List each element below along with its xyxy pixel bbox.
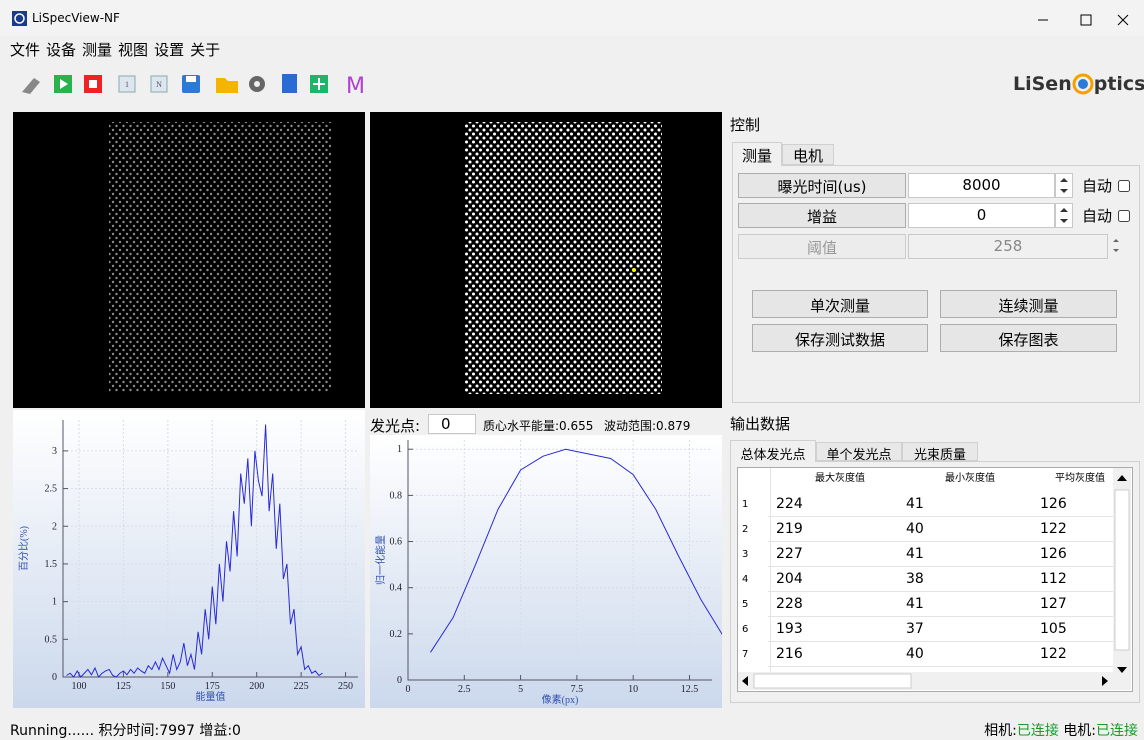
- camera-image: [13, 112, 365, 408]
- save-chart-button[interactable]: 保存图表: [940, 324, 1117, 352]
- output-title: 输出数据: [730, 413, 790, 434]
- x-tick-label: 125: [116, 681, 131, 692]
- energy-histogram: 0 0.5 1 1.5 2 2.5 3 100 125 150 175 200 225 250 能量值 百分比…: [13, 410, 365, 708]
- logo: LiSen ptics: [1013, 73, 1144, 95]
- y-tick-label: 0: [52, 672, 57, 683]
- status-right: 相机:已连接 电机:已连接: [984, 720, 1138, 740]
- menu-bar: 文件设备测量视图设置关于: [10, 39, 220, 60]
- x-tick-label: 7.5: [571, 684, 584, 695]
- camera-status: 已连接: [1017, 723, 1059, 739]
- threshold-button: 阈值: [738, 234, 906, 259]
- motor-status: 已连接: [1096, 723, 1138, 739]
- tab[interactable]: 测量: [732, 142, 782, 166]
- multi-icon[interactable]: N: [156, 80, 162, 89]
- logo-text: LiSen: [1013, 73, 1072, 95]
- y-tick-label: 1: [52, 597, 57, 608]
- y-tick-label: 2: [52, 521, 57, 532]
- window-title: LiSpecView-NF: [32, 11, 120, 25]
- open-icon[interactable]: [216, 78, 238, 93]
- status-left: Running...... 积分时间:7997 增益:0: [10, 720, 241, 740]
- logo-o: [1072, 73, 1094, 95]
- spot-label: 发光点:: [370, 415, 420, 436]
- save-data-button[interactable]: 保存测试数据: [752, 324, 928, 352]
- gain-input[interactable]: 0: [908, 203, 1055, 228]
- app-icon: [12, 11, 27, 26]
- y-tick-label: 0.4: [390, 583, 403, 594]
- single-measure-button[interactable]: 单次测量: [752, 290, 928, 318]
- x-tick-label: 225: [294, 681, 309, 692]
- menu-item[interactable]: 设置: [154, 39, 184, 60]
- m-icon[interactable]: M: [346, 74, 365, 99]
- tab[interactable]: 单个发光点: [816, 442, 902, 461]
- x-tick-label: 100: [71, 681, 86, 692]
- gain-button[interactable]: 增益: [738, 203, 906, 228]
- app-window: LiSpecView-NF 文件设备测量视图设置关于 1 N M LiSen p…: [0, 0, 1144, 736]
- x-tick-label: 175: [205, 681, 220, 692]
- scrollbars[interactable]: [738, 468, 1131, 690]
- single-icon[interactable]: 1: [125, 80, 129, 89]
- connect-icon[interactable]: [22, 78, 40, 94]
- y-tick-label: 3: [52, 446, 57, 457]
- x-tick-label: 2.5: [458, 684, 471, 695]
- x-tick-label: 10: [628, 684, 638, 695]
- y-tick-label: 0: [397, 675, 402, 686]
- x-tick-label: 200: [249, 681, 264, 692]
- x-axis-label: 能量值: [196, 690, 226, 703]
- processed-image: [370, 112, 722, 408]
- x-tick-label: 150: [160, 681, 175, 692]
- exposure-input[interactable]: 8000: [908, 173, 1055, 198]
- chart-background: [13, 410, 365, 708]
- y-tick-label: 0.5: [45, 634, 58, 645]
- x-tick-label: 250: [338, 681, 353, 692]
- window-controls[interactable]: [1030, 10, 1140, 30]
- menu-item[interactable]: 设备: [46, 39, 76, 60]
- camera-label: 相机:: [984, 723, 1017, 739]
- y-axis-label: 归一化能量: [374, 535, 387, 585]
- y-tick-label: 0.8: [390, 490, 403, 501]
- motor-label: 电机:: [1063, 723, 1096, 739]
- menu-item[interactable]: 关于: [190, 39, 220, 60]
- chart-background: [370, 435, 722, 708]
- spot-value: 0: [441, 415, 451, 433]
- control-title: 控制: [730, 114, 760, 135]
- doc-icon[interactable]: [282, 74, 297, 93]
- tab[interactable]: 总体发光点: [730, 440, 816, 462]
- spot-spinbox[interactable]: 0: [428, 414, 476, 434]
- logo-text: ptics: [1094, 73, 1144, 95]
- menu-item[interactable]: 视图: [118, 39, 148, 60]
- range-info: 波动范围:0.879: [604, 417, 690, 434]
- y-tick-label: 0.2: [390, 629, 403, 640]
- x-tick-label: 12.5: [681, 684, 699, 695]
- x-axis-label: 像素(px): [542, 693, 579, 706]
- centroid-info: 质心水平能量:0.655: [483, 417, 593, 434]
- title-bar: [0, 0, 1144, 36]
- spinners[interactable]: [1055, 173, 1135, 263]
- exposure-button[interactable]: 曝光时间(us): [738, 173, 906, 198]
- y-tick-label: 1.5: [45, 559, 58, 570]
- menu-item[interactable]: 文件: [10, 39, 40, 60]
- y-tick-label: 2.5: [45, 484, 58, 495]
- continuous-measure-button[interactable]: 连续测量: [940, 290, 1117, 318]
- x-tick-label: 0: [406, 684, 411, 695]
- y-tick-label: 1: [397, 444, 402, 455]
- spot-header: 发光点: 0 质心水平能量:0.655 波动范围:0.879: [370, 413, 722, 435]
- tab[interactable]: 光束质量: [902, 442, 978, 461]
- y-tick-label: 0.6: [390, 537, 403, 548]
- x-tick-label: 5: [518, 684, 523, 695]
- tab[interactable]: 电机: [782, 144, 834, 165]
- y-axis-label: 百分比(%): [18, 526, 30, 571]
- menu-item[interactable]: 测量: [82, 39, 112, 60]
- toolbar: 1 N M: [18, 70, 378, 100]
